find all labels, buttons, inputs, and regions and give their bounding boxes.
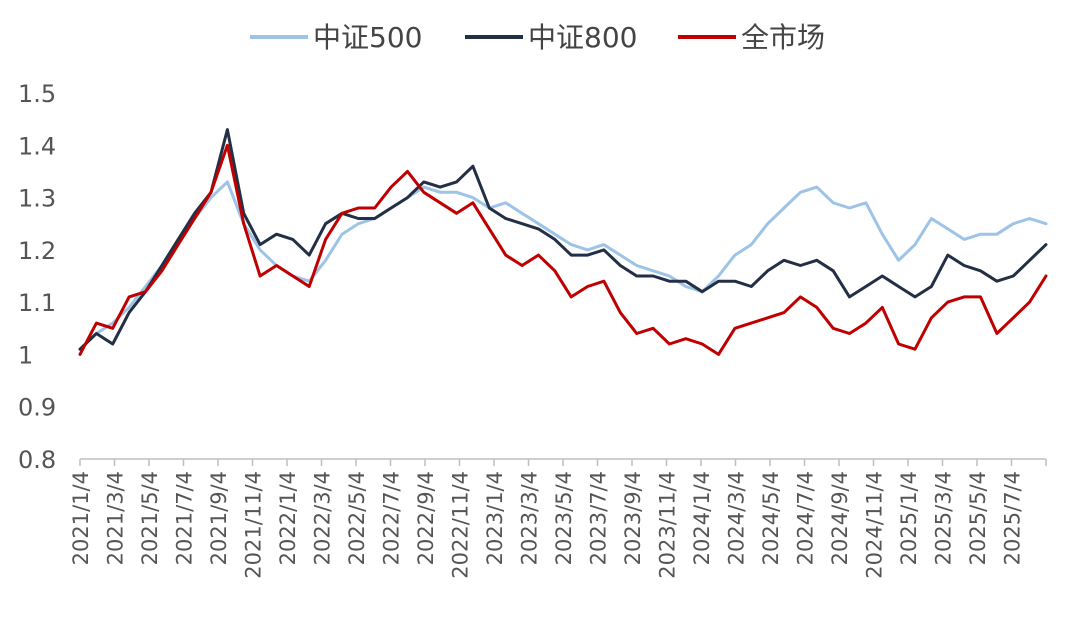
x-tick-label: 2024/5/4 xyxy=(759,471,783,565)
y-tick-label: 1 xyxy=(18,341,33,369)
y-tick-label: 1.3 xyxy=(18,185,56,213)
x-tick-label: 2024/7/4 xyxy=(794,471,818,565)
x-tick-label: 2023/11/4 xyxy=(656,471,680,579)
y-axis: 1.5 1.4 1.3 1.2 1.1 1 0.9 0.8 xyxy=(18,80,56,474)
x-axis: 2021/1/4 2021/3/4 2021/5/4 2021/7/4 2021/9/4… xyxy=(69,458,1047,579)
y-tick-label: 0.8 xyxy=(18,446,56,474)
x-tick-label: 2021/1/4 xyxy=(69,471,93,565)
x-tick-label: 2023/9/4 xyxy=(621,471,645,565)
x-tick-label: 2025/7/4 xyxy=(1001,471,1025,565)
x-tick-label: 2024/1/4 xyxy=(690,471,714,565)
legend-label: 全市场 xyxy=(741,21,825,54)
y-tick-label: 1.2 xyxy=(18,237,56,265)
y-tick-label: 0.9 xyxy=(18,394,56,422)
x-tick-label: 2021/9/4 xyxy=(207,471,231,565)
legend-label: 中证500 xyxy=(313,21,422,54)
series-lines xyxy=(78,128,1048,356)
x-tick-label: 2023/3/4 xyxy=(518,471,542,565)
y-tick-label: 1.1 xyxy=(18,289,56,317)
x-tick-label: 2023/1/4 xyxy=(483,471,507,565)
series-line-csi800 xyxy=(78,128,1048,351)
y-tick-label: 1.4 xyxy=(18,132,56,160)
x-tick-label: 2021/5/4 xyxy=(138,471,162,565)
x-tick-label: 2025/3/4 xyxy=(932,471,956,565)
x-tick-label: 2021/3/4 xyxy=(104,471,128,565)
legend: 中证500 中证800 全市场 xyxy=(250,21,825,54)
x-tick-label: 2021/11/4 xyxy=(242,471,266,579)
legend-label: 中证800 xyxy=(528,21,637,54)
x-tick-label: 2022/3/4 xyxy=(311,471,335,565)
x-tick-label: 2021/7/4 xyxy=(173,471,197,565)
series-line-all-market xyxy=(78,143,1048,356)
x-tick-label: 2022/5/4 xyxy=(345,471,369,565)
x-tick-label: 2024/9/4 xyxy=(828,471,852,565)
x-tick-label: 2022/11/4 xyxy=(449,471,473,579)
x-tick-label: 2023/7/4 xyxy=(587,471,611,565)
y-tick-label: 1.5 xyxy=(18,80,56,108)
x-tick-label: 2024/3/4 xyxy=(725,471,749,565)
x-tick-label: 2024/11/4 xyxy=(863,471,887,579)
x-tick-label: 2023/5/4 xyxy=(552,471,576,565)
x-tick-label: 2022/7/4 xyxy=(380,471,404,565)
x-tick-label: 2022/1/4 xyxy=(276,471,300,565)
x-tick-label: 2022/9/4 xyxy=(414,471,438,565)
series-line-csi500 xyxy=(78,180,1048,351)
x-tick-label: 2025/1/4 xyxy=(897,471,921,565)
x-tick-label: 2025/5/4 xyxy=(966,471,990,565)
